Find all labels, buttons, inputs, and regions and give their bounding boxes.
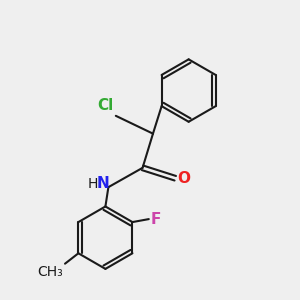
Text: N: N bbox=[97, 176, 110, 191]
Text: F: F bbox=[151, 212, 161, 226]
Text: H: H bbox=[88, 177, 98, 190]
Text: CH₃: CH₃ bbox=[38, 266, 63, 280]
Text: Cl: Cl bbox=[97, 98, 113, 113]
Text: O: O bbox=[178, 171, 190, 186]
